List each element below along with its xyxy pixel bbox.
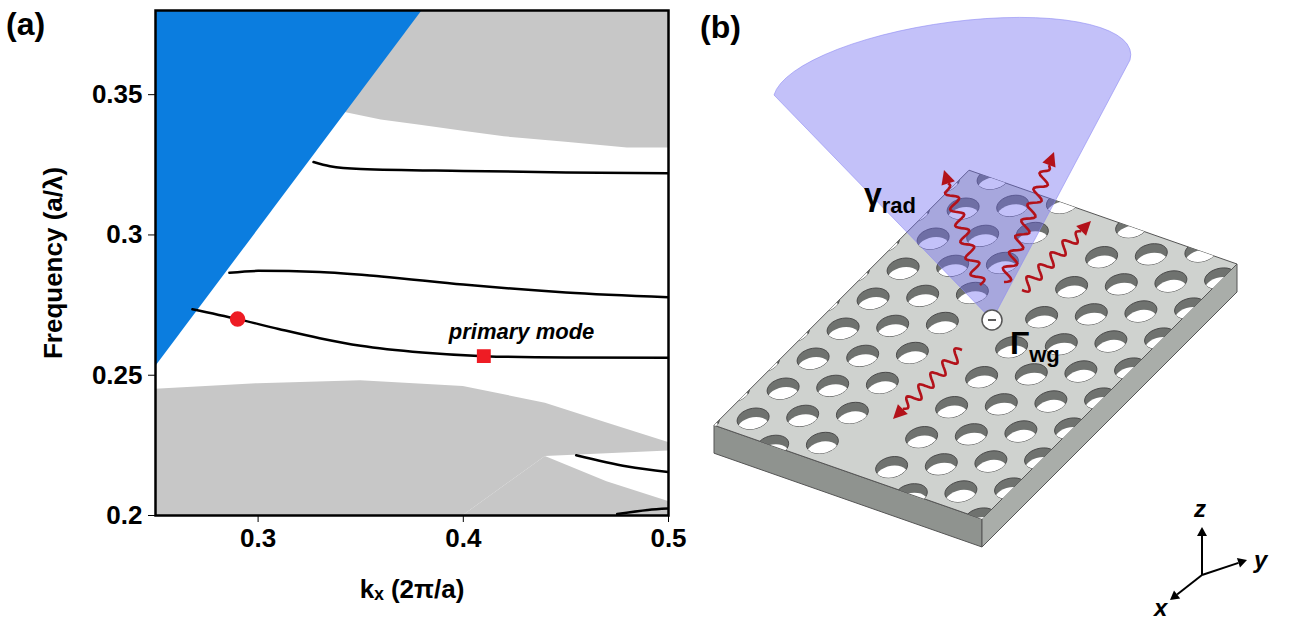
svg-text:(b): (b) (700, 9, 741, 45)
svg-text:x: x (1152, 594, 1169, 621)
svg-text:0.3: 0.3 (240, 523, 276, 553)
svg-text:0.3: 0.3 (106, 219, 142, 249)
svg-text:0.5: 0.5 (650, 523, 686, 553)
svg-text:z: z (1193, 495, 1206, 522)
svg-text:γrad: γrad (864, 176, 916, 218)
svg-text:kₓ (2π/a): kₓ (2π/a) (360, 574, 465, 604)
svg-text:Frequency (a/λ): Frequency (a/λ) (38, 167, 68, 359)
svg-text:0.35: 0.35 (92, 79, 143, 109)
svg-text:0.2: 0.2 (106, 500, 142, 530)
svg-text:y: y (1253, 546, 1269, 573)
svg-text:0.4: 0.4 (445, 523, 482, 553)
svg-text:0.25: 0.25 (92, 360, 143, 390)
svg-text:Γwg: Γwg (1010, 325, 1060, 367)
svg-text:primary mode: primary mode (448, 319, 595, 344)
html-text:(a): (a) (6, 6, 46, 42)
